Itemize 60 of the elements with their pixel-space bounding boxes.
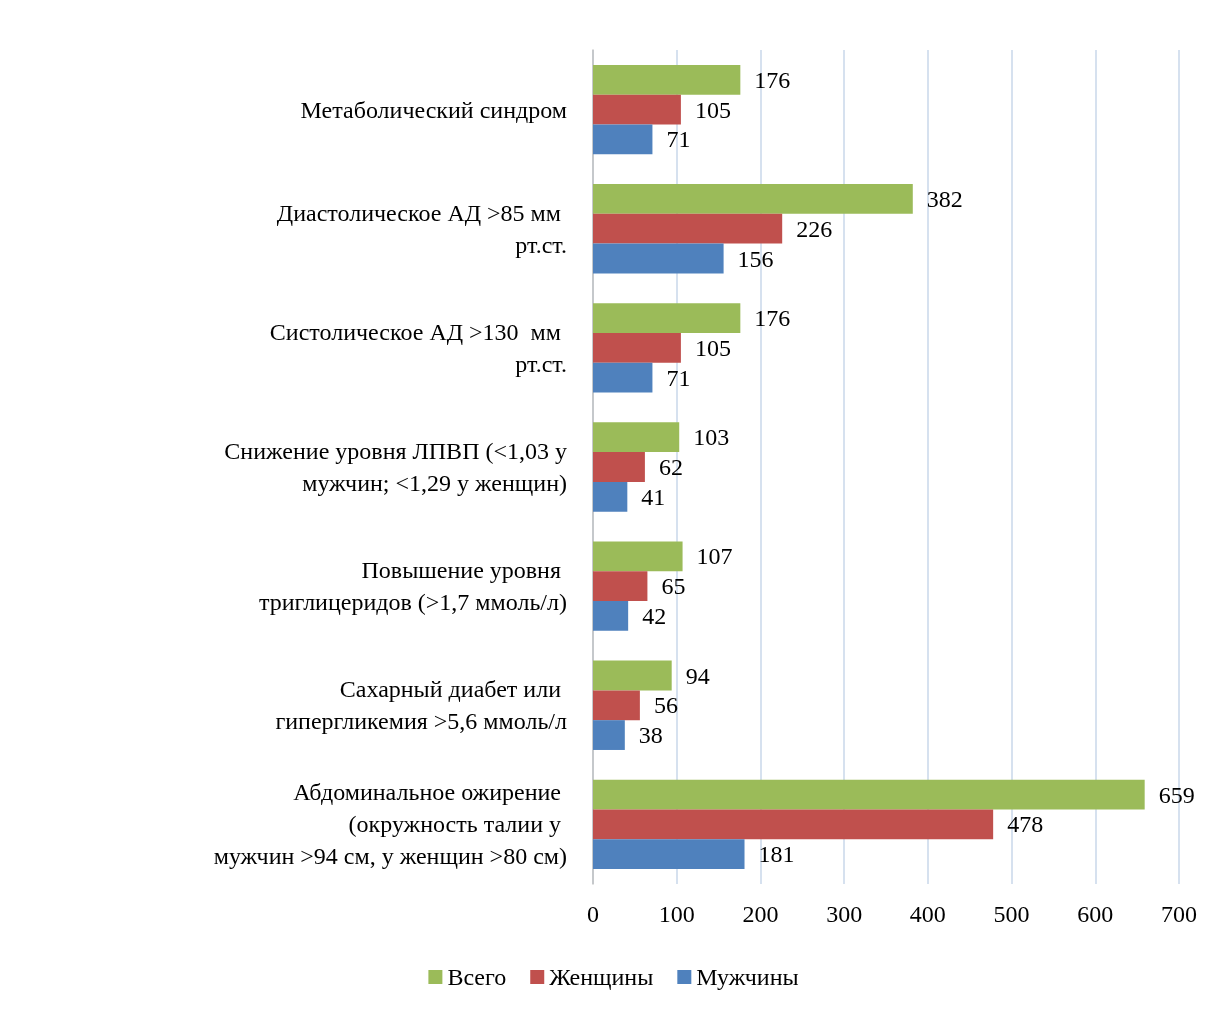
data-label: 71	[666, 364, 691, 391]
data-label: 65	[661, 573, 686, 600]
data-label: 94	[685, 662, 710, 689]
data-label: 56	[653, 692, 678, 719]
y-tick-label: Снижение уровня ЛПВП (<1,03 у мужчин; <1,29 у женщин)	[224, 438, 567, 496]
data-label: 659	[1158, 781, 1195, 808]
data-label: 103	[693, 424, 730, 451]
bar	[593, 601, 629, 631]
y-tick-label: Систолическое АД >130 мм рт.ст.	[269, 318, 567, 377]
bar	[593, 124, 653, 155]
x-tick-label: 400	[909, 901, 946, 927]
y-tick-label: Абдоминальное ожирение (окружность талии у мужчин >94 см, у женщин >80 см)	[213, 779, 567, 870]
data-label: 176	[754, 305, 791, 332]
data-label: 62	[658, 454, 683, 480]
legend-label: Мужчины	[696, 964, 799, 990]
y-tick-label: Метаболический синдром	[300, 96, 567, 123]
data-label: 42	[642, 602, 667, 629]
bar	[593, 571, 648, 602]
x-tick-label: 300	[826, 901, 863, 927]
bar	[593, 720, 625, 750]
bar	[593, 481, 628, 512]
x-tick-label: 600	[1077, 901, 1114, 927]
x-tick-label: 500	[993, 901, 1030, 927]
legend-label: Всего	[447, 964, 507, 990]
x-tick-label: 700	[1161, 901, 1197, 927]
bar	[593, 243, 724, 274]
data-label: 71	[666, 126, 691, 153]
x-tick-label: 200	[742, 901, 779, 927]
bar	[593, 362, 653, 393]
bar	[593, 660, 672, 691]
y-tick-label: Диастолическое АД >85 мм рт.ст.	[276, 199, 567, 258]
data-label: 105	[694, 334, 731, 361]
bar	[593, 839, 745, 870]
data-label: 181	[758, 841, 795, 868]
data-label: 156	[737, 245, 774, 272]
bar	[593, 809, 994, 840]
bar	[593, 213, 783, 244]
bar	[593, 541, 683, 572]
data-label: 105	[694, 96, 731, 123]
y-tick-label: Повышение уровня триглицеридов (>1,7 ммоль/л)	[258, 557, 567, 616]
bar	[593, 452, 645, 482]
data-label: 478	[1007, 811, 1044, 838]
data-label: 107	[696, 543, 733, 570]
bar	[593, 690, 640, 721]
bar	[593, 94, 681, 125]
x-tick-label: 0	[587, 901, 599, 927]
bar	[593, 332, 681, 363]
bar	[593, 184, 913, 214]
data-label: 41	[641, 483, 666, 510]
data-label: 176	[754, 66, 791, 93]
bar	[593, 64, 741, 95]
data-label: 382	[926, 185, 963, 212]
bar	[593, 779, 1145, 810]
x-tick-label: 100	[658, 901, 695, 927]
bar	[593, 422, 680, 453]
data-label: 226	[796, 215, 833, 242]
y-tick-label: Сахарный диабет или гипергликемия >5,6 ммоль/л	[275, 676, 568, 735]
legend-label: Женщины	[549, 964, 654, 990]
bar	[593, 303, 741, 333]
data-label: 38	[638, 722, 663, 749]
